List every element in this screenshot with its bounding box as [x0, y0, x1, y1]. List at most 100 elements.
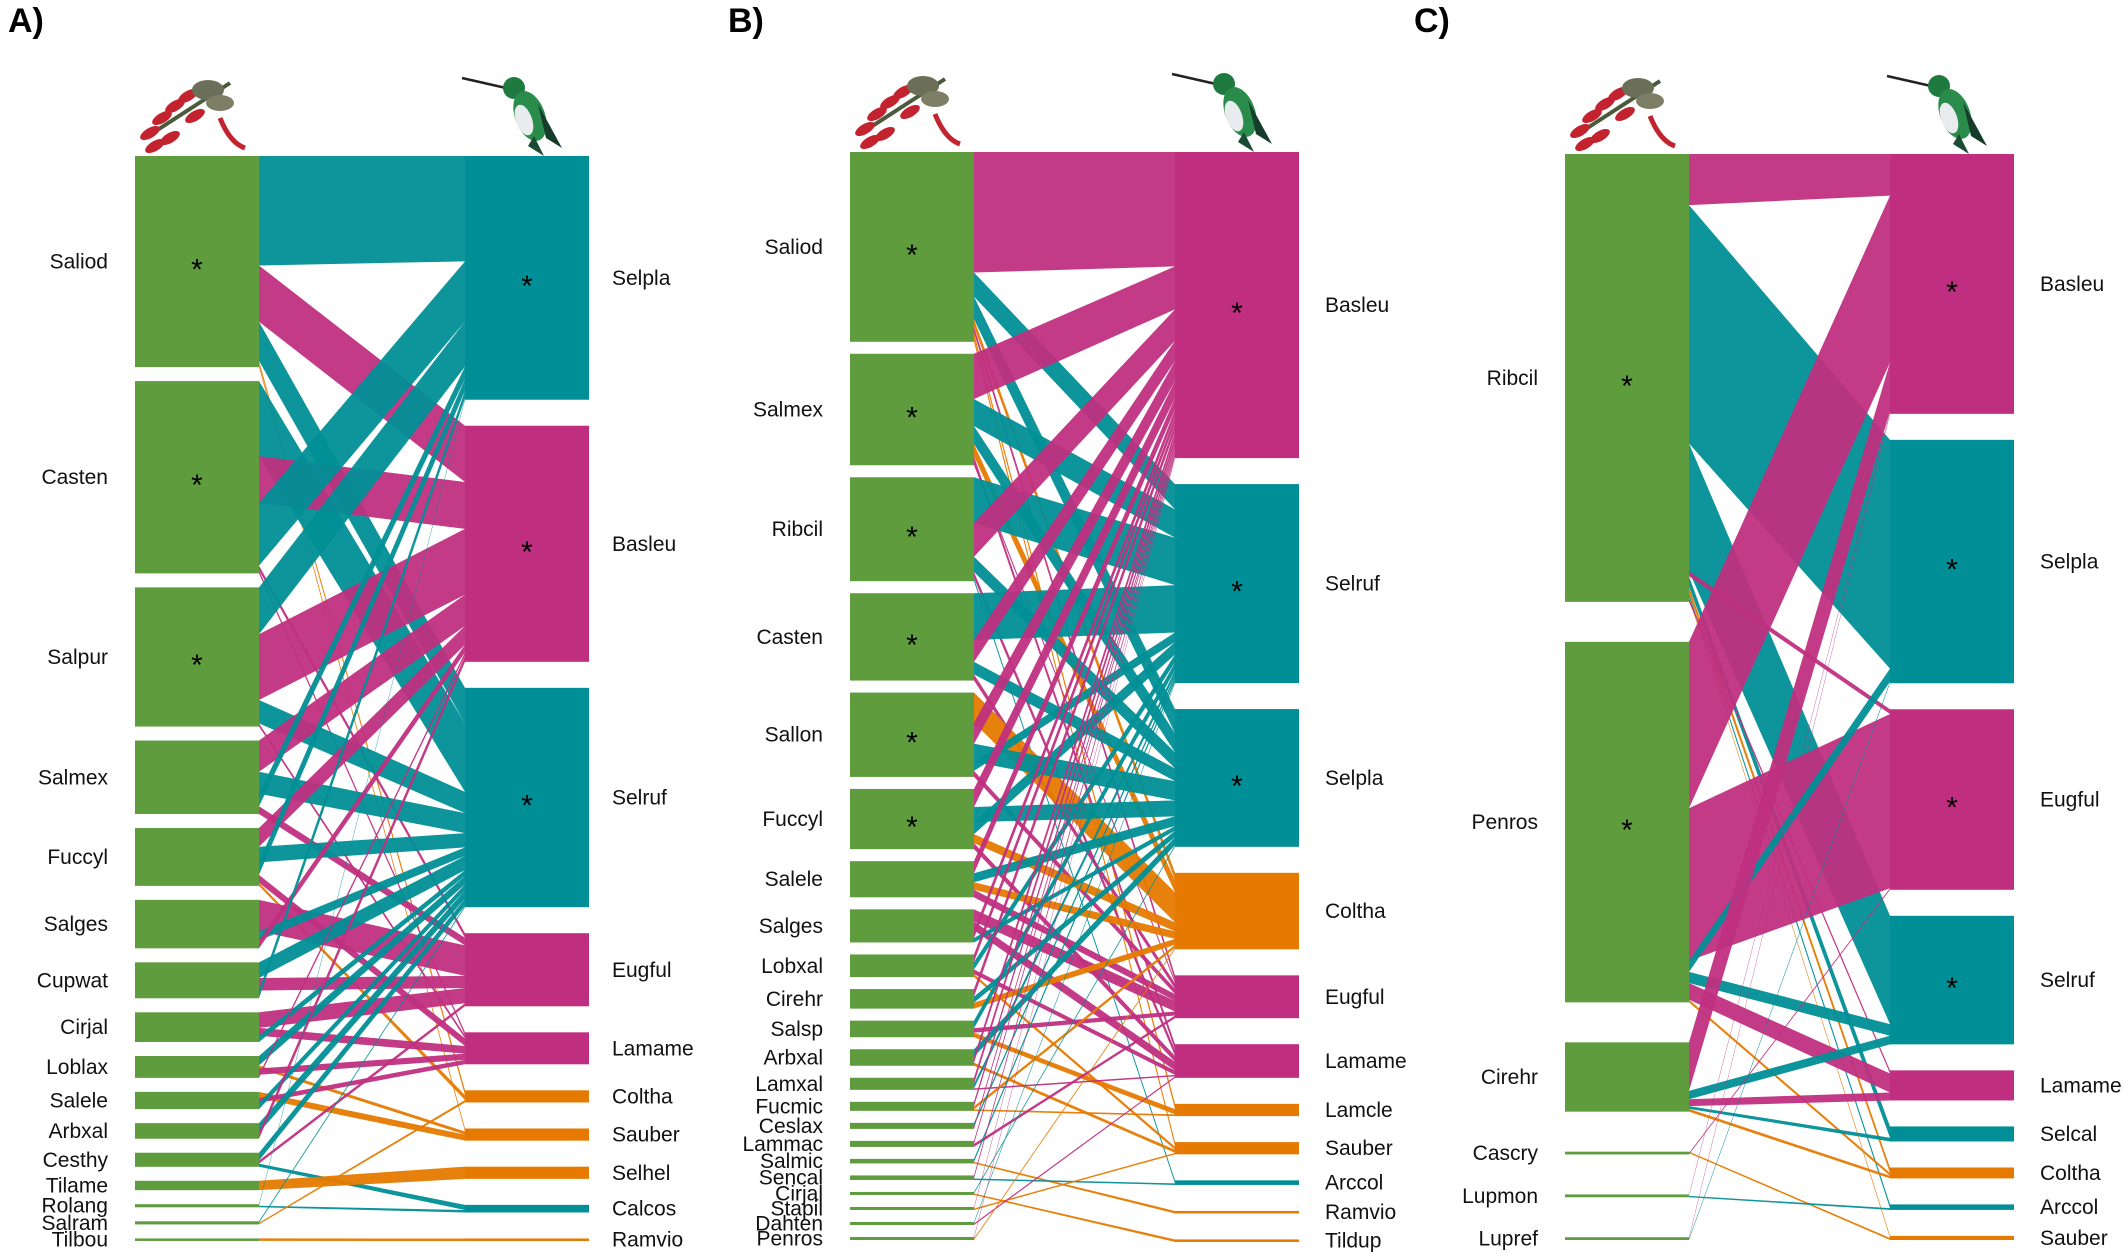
- bird-label: Arccol: [1325, 1172, 1383, 1195]
- link-Arbxal-Selruf: [259, 890, 465, 1133]
- bird-label: Tildup: [1325, 1230, 1381, 1253]
- plant-label: Fuccyl: [47, 846, 108, 869]
- plant-label: Cascry: [1473, 1142, 1539, 1165]
- flower-icon: [140, 80, 246, 153]
- bird-bar-Selpla: [465, 156, 589, 400]
- bird-label: Coltha: [2040, 1162, 2101, 1185]
- panel-letter: B): [728, 2, 764, 40]
- plant-bar-Fucmic: [850, 1101, 974, 1111]
- bird-label: Basleu: [612, 533, 676, 556]
- link-Salges-Selpla: [974, 825, 1175, 943]
- plant-label: Salram: [41, 1212, 108, 1235]
- plant-label: Salsp: [770, 1018, 823, 1041]
- significance-star: *: [1946, 972, 1958, 1005]
- plant-label: Stapil: [770, 1197, 823, 1220]
- link-Casten-Selpla: [259, 261, 465, 566]
- bird-bar-Coltha: [465, 1090, 589, 1103]
- plant-label: Ceslax: [759, 1115, 824, 1138]
- hummingbird-icon: [1886, 74, 1987, 154]
- plant-bar-Casten: [135, 381, 259, 574]
- significance-star: *: [906, 629, 918, 662]
- plant-label: Tilame: [46, 1174, 108, 1197]
- plant-bar-Tilame: [135, 1180, 259, 1191]
- link-Salmic-Ramvio: [974, 1161, 1175, 1214]
- link-Tilbou-Ramvio: [259, 1238, 465, 1241]
- link-Lammac-Eugful: [974, 1015, 1175, 1147]
- plant-label: Salmic: [760, 1150, 823, 1173]
- bird-bar-Selruf: [1890, 915, 2014, 1045]
- plant-bar-Ceslax: [850, 1122, 974, 1129]
- link-Cupwat-Eugful: [259, 975, 465, 991]
- link-Lammac-Basleu: [974, 449, 1175, 1144]
- bird-label: Selpla: [2040, 551, 2099, 574]
- plant-label: Cupwat: [37, 969, 108, 992]
- bird-label: Sauber: [1325, 1137, 1393, 1160]
- bird-label: Coltha: [1325, 900, 1386, 923]
- plant-bar-Fuccyl: [135, 828, 259, 886]
- significance-star: *: [191, 469, 203, 502]
- plant-label: Sallon: [765, 724, 823, 747]
- plant-bar-Cascry: [1565, 1151, 1689, 1155]
- link-Casten-Basleu: [974, 340, 1175, 662]
- plant-label: Lamxal: [755, 1073, 823, 1096]
- plant-bar-Salele: [135, 1091, 259, 1110]
- plant-bar-Lamxal: [850, 1077, 974, 1090]
- bird-bar-Basleu: [465, 425, 589, 662]
- link-Cesthy-Eugful: [259, 1003, 465, 1164]
- link-Salele-Sauber: [259, 1091, 465, 1141]
- link-Cirjal-Lamame: [259, 1027, 465, 1054]
- link-Fuccyl-Basleu: [974, 380, 1175, 807]
- bird-bar-Sauber: [1175, 1142, 1299, 1155]
- link-Lobxal-Selruf: [974, 654, 1175, 970]
- plant-label: Lupmon: [1462, 1185, 1538, 1208]
- plant-label: Fucmic: [755, 1095, 823, 1118]
- plant-bar-Fuccyl: [850, 788, 974, 850]
- plant-label: Rolang: [41, 1195, 108, 1218]
- link-Fuccyl-Selpla: [259, 378, 465, 875]
- link-Cirehr-Basleu: [974, 423, 1175, 997]
- bird-label: Calcos: [612, 1198, 676, 1221]
- plant-bar-Salmic: [850, 1158, 974, 1164]
- plant-label: Salmex: [38, 766, 109, 789]
- plant-bar-Sencal: [850, 1175, 974, 1180]
- link-Salpur-Selpla: [259, 321, 465, 635]
- plant-label: Cirjal: [775, 1182, 823, 1205]
- bird-bar-Coltha: [1890, 1167, 2014, 1179]
- plant-bar-Salram: [135, 1221, 259, 1225]
- plant-label: Cirjal: [60, 1016, 108, 1039]
- link-Salele-Selpla: [974, 816, 1175, 883]
- link-Cirehr-Selruf: [1689, 1035, 1890, 1100]
- link-Loblax-Sauber: [259, 1065, 465, 1135]
- link-Cirehr-Coltha: [974, 938, 1175, 1009]
- significance-star: *: [906, 811, 918, 844]
- bird-label: Coltha: [612, 1085, 673, 1108]
- link-Sallon-Selruf: [974, 632, 1175, 771]
- bird-bar-Selruf: [465, 687, 589, 908]
- link-Penros-Selruf: [1689, 971, 1890, 1036]
- link-Cupwat-Selruf: [259, 855, 465, 978]
- plant-label: Cirehr: [1481, 1066, 1538, 1089]
- plant-bar-Salsp: [850, 1020, 974, 1038]
- plant-bar-Lammac: [850, 1140, 974, 1147]
- plant-bar-Ribcil: [850, 477, 974, 582]
- plant-bar-Arbxal: [850, 1049, 974, 1066]
- plant-label: Salmex: [753, 399, 824, 422]
- link-Stapil-Basleu: [974, 455, 1175, 1209]
- plant-bar-Loblax: [135, 1056, 259, 1078]
- link-Tilame-Selhel: [259, 1166, 465, 1191]
- plant-bar-Ribcil: [1565, 154, 1689, 602]
- plant-bar-Salmex: [850, 353, 974, 466]
- plant-bar-Tilbou: [135, 1238, 259, 1241]
- plant-label: Ribcil: [1487, 367, 1538, 390]
- link-Ceslax-Selruf: [974, 675, 1175, 1126]
- link-Lamxal-Basleu: [974, 436, 1175, 1084]
- link-Cesthy-Selruf: [259, 898, 465, 1161]
- significance-star: *: [521, 270, 533, 303]
- plant-bar-Lobxal: [850, 954, 974, 978]
- plant-label: Salges: [759, 915, 823, 938]
- significance-star: *: [1946, 276, 1958, 309]
- link-Salmex-Basleu: [259, 594, 465, 772]
- significance-star: *: [1231, 297, 1243, 330]
- bird-label: Selcal: [2040, 1123, 2097, 1146]
- link-Salges-Selruf: [259, 847, 465, 941]
